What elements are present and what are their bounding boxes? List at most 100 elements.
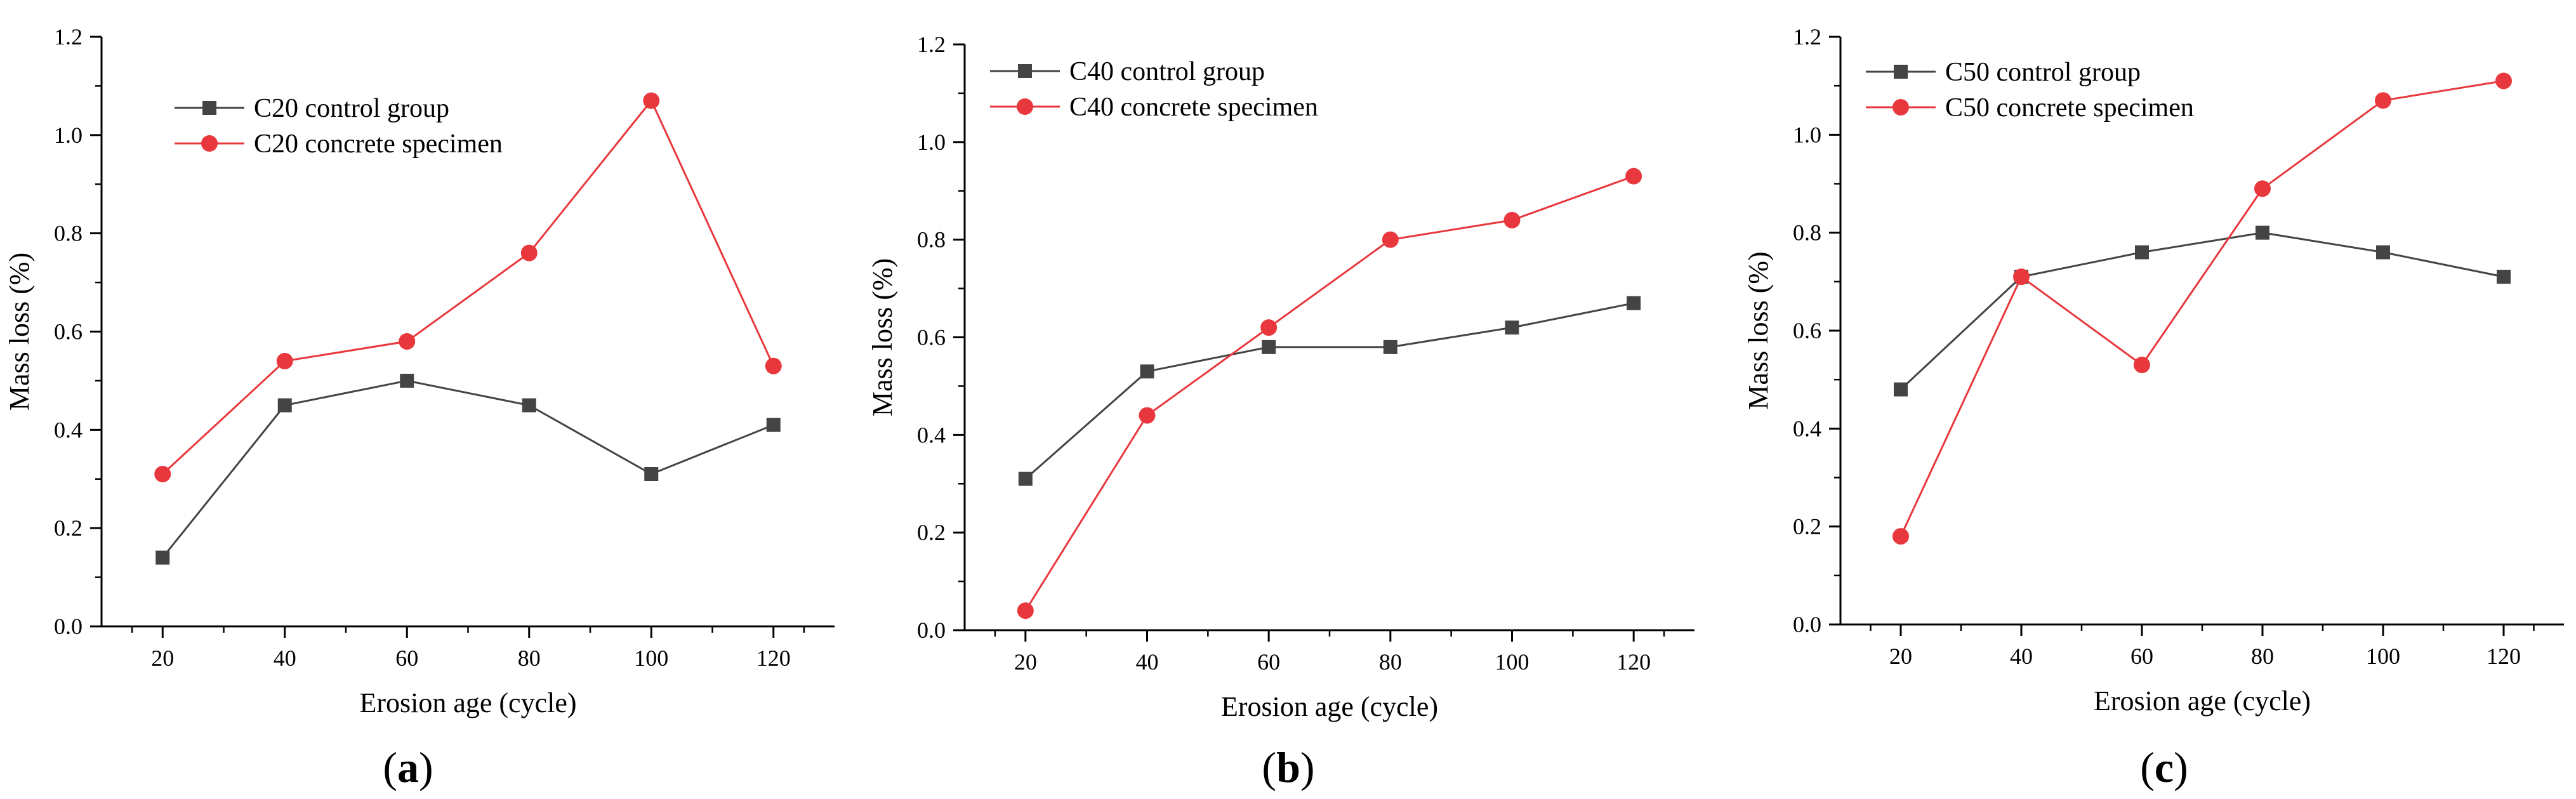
- y-tick-label: 1.2: [1793, 24, 1821, 50]
- series-line: [1024, 302, 1634, 480]
- panel-label: (c): [2140, 743, 2188, 791]
- series-line: [162, 380, 774, 558]
- x-tick-label: 40: [1136, 649, 1159, 675]
- y-tick-label: 0.8: [1793, 220, 1821, 246]
- x-tick-label: 20: [1889, 644, 1912, 669]
- data-point-square: [155, 550, 170, 565]
- chart-panel-b: 0.0 0.2 0.4 0.6 0.8 1.0 1.2 20 40 60 80 100 120 Erosi…: [867, 32, 1694, 791]
- series-specimen: [1017, 168, 1642, 619]
- legend: C20 control group C20 concrete specimen: [175, 94, 503, 159]
- data-point-circle: [1625, 168, 1642, 185]
- x-tick-label: 40: [274, 645, 296, 671]
- data-point-circle: [2495, 72, 2512, 89]
- y-tick-label: 1.2: [54, 24, 83, 50]
- chart-panel-c: 0.0 0.2 0.4 0.6 0.8 1.0 1.2 20 40 60 80 100 120 Erosi…: [1743, 24, 2564, 791]
- data-point-circle: [2013, 268, 2030, 286]
- legend-marker-square: [1894, 65, 1908, 79]
- series-control: [155, 373, 781, 565]
- y-tick-label: 0.6: [1793, 318, 1821, 343]
- data-point-square: [1505, 320, 1519, 335]
- chart-panel-a: 0.0 0.2 0.4 0.6 0.8 1.0 1.2 20 40 60 80 100 120 Erosi…: [4, 24, 835, 791]
- x-tick-label: 120: [2487, 644, 2521, 669]
- y-tick-label: 1.0: [917, 129, 946, 155]
- data-point-circle: [1139, 407, 1156, 424]
- data-point-square: [1262, 340, 1276, 354]
- data-point-circle: [1892, 528, 1909, 545]
- y-tick-label: 1.2: [917, 32, 946, 57]
- x-axis-label: Erosion age (cycle): [2094, 685, 2311, 716]
- data-point-circle: [1017, 602, 1034, 619]
- data-point-square: [2135, 245, 2149, 260]
- y-tick-label: 0.6: [917, 325, 946, 350]
- y-tick-label: 1.0: [1793, 122, 1821, 147]
- data-point-circle: [276, 352, 293, 369]
- data-point-circle: [520, 244, 538, 261]
- y-tick-label: 0.4: [1793, 416, 1821, 441]
- y-tick-label: 0.0: [917, 617, 946, 643]
- y-axis-label: Mass loss (%): [867, 258, 898, 416]
- series-control: [1018, 296, 1641, 486]
- y-tick-label: 0.4: [54, 417, 83, 442]
- data-point-square: [1894, 382, 1908, 397]
- data-point-circle: [1503, 211, 1521, 228]
- data-point-square: [2376, 245, 2390, 260]
- y-tick-label: 0.8: [917, 227, 946, 253]
- series-specimen: [1892, 72, 2512, 545]
- x-tick-label: 20: [1014, 649, 1037, 675]
- legend-marker-square: [202, 101, 216, 115]
- data-point-square: [644, 467, 659, 482]
- data-point-square: [766, 418, 781, 432]
- x-axis-label: Erosion age (cycle): [359, 687, 576, 718]
- data-point-circle: [399, 333, 416, 350]
- legend-marker-circle: [1892, 99, 1909, 116]
- data-point-square: [1018, 472, 1033, 486]
- x-tick-label: 80: [1379, 649, 1402, 675]
- data-point-circle: [1382, 231, 1399, 248]
- y-axis-label: Mass loss (%): [1743, 251, 1774, 409]
- y-tick-label: 1.0: [54, 122, 83, 148]
- data-point-square: [277, 398, 292, 413]
- series-specimen: [154, 92, 782, 483]
- x-tick-label: 60: [1257, 649, 1280, 675]
- data-point-circle: [2134, 357, 2150, 374]
- data-point-circle: [154, 466, 171, 483]
- panel-label: (b): [1262, 743, 1314, 791]
- data-point-circle: [2254, 180, 2271, 197]
- series-control: [1894, 225, 2511, 397]
- legend-label: C40 concrete specimen: [1069, 93, 1318, 122]
- y-tick-label: 0.0: [1793, 612, 1821, 637]
- x-tick-label: 60: [2130, 644, 2153, 669]
- legend-label: C20 control group: [254, 94, 449, 123]
- x-tick-label: 20: [151, 645, 174, 671]
- x-tick-label: 80: [518, 645, 541, 671]
- series-line: [1899, 79, 2504, 537]
- y-tick-label: 0.4: [917, 422, 946, 447]
- data-point-square: [1140, 364, 1154, 379]
- legend-marker-square: [1018, 64, 1032, 78]
- y-tick-label: 0.2: [1793, 514, 1821, 539]
- series-line: [1024, 175, 1634, 612]
- series-line: [1899, 232, 2504, 390]
- data-point-circle: [765, 357, 782, 374]
- y-tick-label: 0.8: [54, 221, 83, 246]
- legend-label: C40 control group: [1069, 57, 1265, 86]
- legend-marker-circle: [201, 135, 218, 152]
- y-tick-label: 0.6: [54, 319, 83, 345]
- legend-marker-circle: [1017, 98, 1033, 115]
- x-tick-label: 100: [1495, 649, 1529, 675]
- y-tick-label: 0.0: [54, 614, 83, 639]
- x-tick-label: 120: [1616, 649, 1651, 675]
- series-line: [162, 98, 775, 475]
- data-point-square: [400, 373, 414, 388]
- x-tick-label: 80: [2251, 644, 2274, 669]
- legend: C40 control group C40 concrete specimen: [990, 57, 1318, 122]
- legend-label: C50 control group: [1945, 58, 2141, 87]
- y-tick-label: 0.2: [54, 515, 83, 541]
- data-point-circle: [643, 92, 660, 109]
- legend-label: C20 concrete specimen: [254, 129, 503, 159]
- x-tick-label: 100: [634, 645, 668, 671]
- x-axis-label: Erosion age (cycle): [1221, 691, 1438, 722]
- data-point-square: [2256, 225, 2269, 240]
- legend-label: C50 concrete specimen: [1945, 93, 2194, 122]
